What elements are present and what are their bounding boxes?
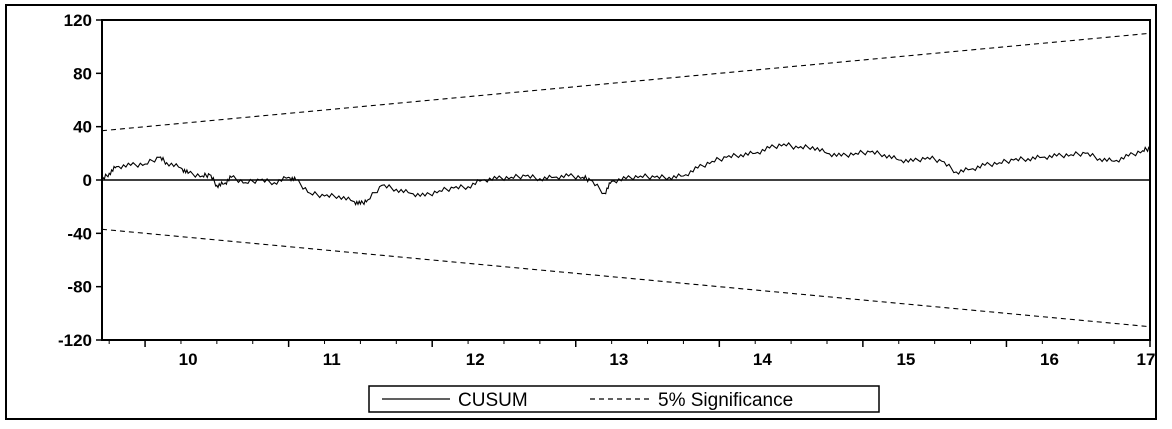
series-significance-line-1	[101, 32, 1151, 132]
y-tick-label: -40	[67, 224, 92, 243]
y-axis: 120 80 40 0 -40 -80 -120	[58, 11, 102, 350]
y-tick-label: -80	[67, 278, 92, 297]
legend: CUSUM 5% Significance	[368, 385, 880, 413]
x-tick-label: 12	[466, 350, 485, 369]
x-tick-label: 13	[609, 350, 628, 369]
x-tick-label: 14	[753, 350, 772, 369]
x-tick-label: 17	[1137, 350, 1156, 369]
series-cusum-line	[101, 142, 1151, 207]
x-tick-label: 16	[1040, 350, 1059, 369]
y-tick-label: 40	[73, 118, 92, 137]
y-tick-label: 80	[73, 64, 92, 83]
outer-frame	[5, 4, 1157, 420]
x-axis: 10 11 12 13 14 15 16 17	[108, 340, 1156, 369]
series-layer	[101, 32, 1151, 328]
legend-label-significance: 5% Significance	[658, 390, 793, 411]
legend-box	[368, 385, 880, 413]
x-tick-label: 15	[896, 350, 915, 369]
y-tick-label: 0	[83, 171, 92, 190]
x-tick-label: 11	[323, 350, 341, 369]
series-significance-line-2	[101, 228, 1151, 328]
y-tick-label: -120	[58, 331, 92, 350]
y-tick-label: 120	[64, 11, 92, 30]
legend-label-cusum: CUSUM	[458, 390, 528, 411]
x-tick-label: 10	[179, 350, 198, 369]
